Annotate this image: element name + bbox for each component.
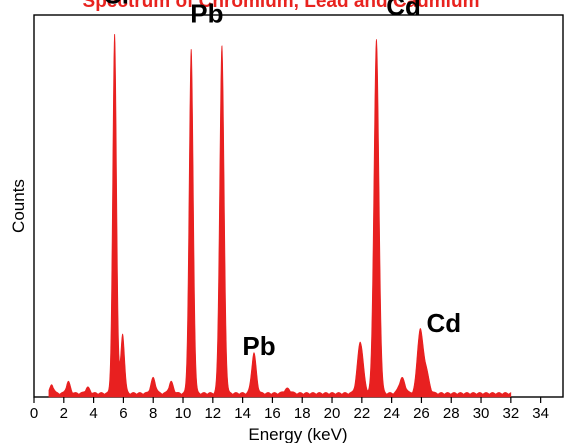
x-tick-label: 18 [294,405,311,422]
x-tick-label: 32 [503,405,520,422]
x-tick-label: 22 [353,405,370,422]
plot-frame [33,14,564,398]
x-tick-label: 16 [264,405,281,422]
x-axis-ticks: 0 2 4 6 8 10 12 14 16 18 20 22 24 26 28 30 32 34 [30,397,549,422]
x-tick-label: 6 [119,405,127,422]
x-tick-label: 34 [532,405,549,422]
x-tick-label: 0 [30,405,38,422]
x-tick-label: 14 [234,405,251,422]
peak-label: Pb [242,331,275,361]
x-tick-label: 12 [204,405,221,422]
peak-annotations: Cr Pb Pb Cd Cd [103,0,461,361]
spectrum-series-0 [48,34,512,398]
x-axis-label: Energy (keV) [248,425,347,443]
x-tick-label: 30 [473,405,490,422]
peak-label: Pb [190,0,223,29]
x-tick-label: 24 [383,405,400,422]
x-tick-label: 4 [89,405,97,422]
y-axis-label: Counts [9,179,28,233]
x-tick-label: 28 [443,405,460,422]
x-tick-label: 10 [175,405,192,422]
x-tick-label: 2 [60,405,68,422]
series-layer [48,34,512,398]
x-tick-label: 26 [413,405,430,422]
peak-label: Cr [103,0,132,10]
peak-label: Cd [386,0,421,21]
x-tick-label: 20 [324,405,341,422]
x-tick-label: 8 [149,405,157,422]
chart-title: Spectrum of Chromium, Lead and Cadmium [83,0,480,12]
peak-label: Cd [426,308,461,338]
